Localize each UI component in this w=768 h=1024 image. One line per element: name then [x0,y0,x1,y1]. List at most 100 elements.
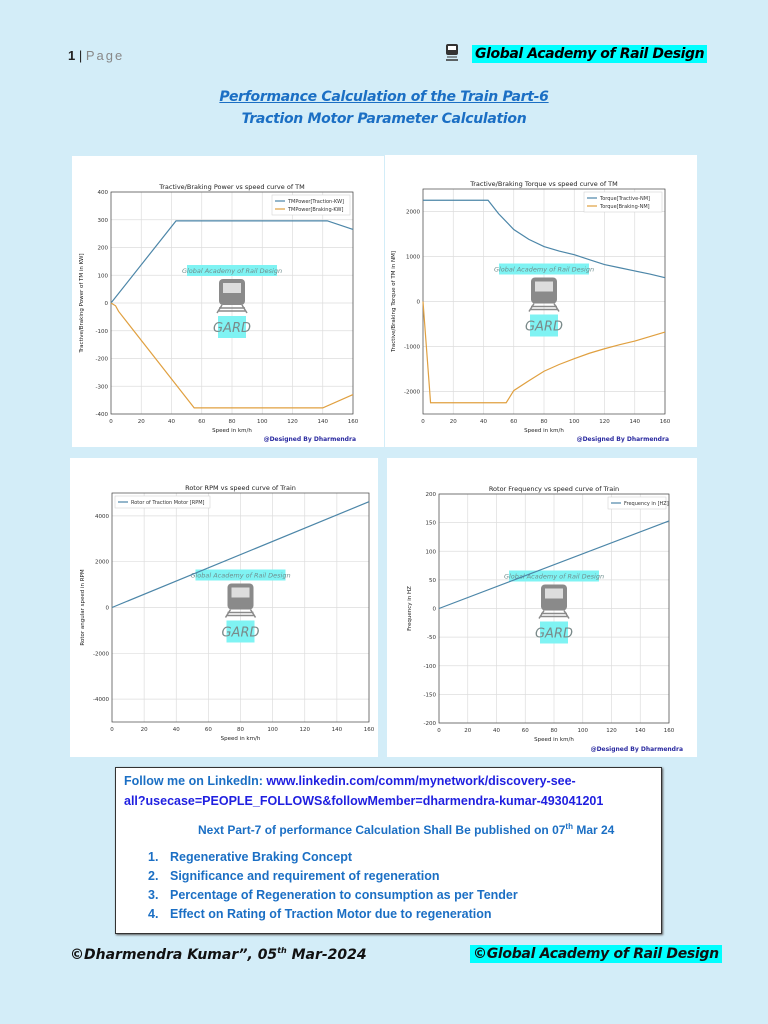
y-tick-label: -400 [96,412,109,418]
page-separator: | [78,48,83,63]
y-tick-label: -300 [96,384,109,390]
linkedin-link[interactable]: www.linkedin.com/comm/mynetwork/discover… [266,774,576,788]
chart-frequency-panel: 0 20 40 60 80 100 120 140 160 -200 -150 -100 -50 0 50 1… [387,458,697,757]
watermark-logo: GARD [221,626,259,641]
chart-svg: 0 20 40 60 80 100 120 140 160 -2000 -1000 0 1000 2000… [391,180,671,434]
topic-item: 2. Significance and requirement of regene… [148,869,440,883]
legend: Frequency in [HZ] [607,496,669,510]
topic-number: 3. [148,888,159,902]
footer-brand: ©Global Academy of Rail Design [470,945,722,963]
series-line [110,220,354,304]
y-tick-label: -200 [96,357,109,363]
topic-number: 4. [148,907,159,921]
chart-credit: @Designed By Dharmendra [590,746,683,753]
next-part-sup: th [565,822,573,831]
y-tick-label: 150 [426,521,437,527]
x-tick-label: 20 [450,419,457,425]
legend-label: Rotor of Traction Motor [RPM] [131,500,205,506]
x-tick-label: 80 [237,727,244,733]
linkedin-link-cont[interactable]: all?usecase=PEOPLE_FOLLOWS&followMember=… [124,794,604,808]
y-tick-label: -100 [424,664,437,670]
chart-svg: 0 20 40 60 80 100 120 140 160 -400 -300 -200 -100 0 10… [79,183,359,434]
legend-label: TMPower[Traction-KW] [287,199,344,205]
x-tick-label: 60 [510,419,517,425]
watermark: Global Academy of Rail Design GARD [494,263,594,337]
x-axis-label: Speed in km/h [534,737,574,743]
footer-author-text: ©Dharmendra Kumar”, 05 [70,946,278,963]
y-axis-label: Tractive/Braking Torque of TM in NM] [391,251,397,353]
x-tick-label: 20 [141,727,148,733]
topic-text: Significance and requirement of regenera… [170,869,440,883]
topic-text: Effect on Rating of Traction Motor due t… [170,907,492,921]
watermark: Global Academy of Rail Design GARD [190,569,291,643]
x-tick-label: 60 [522,728,529,734]
y-tick-label: -50 [427,635,436,641]
y-tick-label: 200 [426,492,437,498]
topic-item: 3. Percentage of Regeneration to consumpt… [148,888,518,902]
chart-torque-panel: 0 20 40 60 80 100 120 140 160 -2000 -1000 0 1000 2000… [385,155,697,447]
x-axis-label: Speed in km/h [212,428,252,434]
x-tick-label: 80 [551,728,558,734]
y-tick-label: 400 [98,190,109,196]
x-tick-label: 160 [660,419,671,425]
watermark: Global Academy of Rail Design GARD [504,570,604,644]
chart-credit: @Designed By Dharmendra [576,436,669,443]
chart-title: Rotor Frequency vs speed curve of Train [489,485,619,493]
topic-item: 1. Regenerative Braking Concept [148,850,352,864]
x-tick-label: 40 [173,727,180,733]
x-tick-label: 40 [493,728,500,734]
x-tick-label: 20 [464,728,471,734]
watermark-logo: GARD [535,627,573,642]
x-tick-label: 100 [267,727,278,733]
linkedin-line-1: Follow me on LinkedIn: www.linkedin.com/… [124,774,576,788]
legend: Torque[Tractive-NM] Torque[Braking-NM] [583,191,663,213]
topic-number: 2. [148,869,159,883]
chart-title: Tractive/Braking Torque vs speed curve o… [469,180,618,188]
page-label: Page [85,48,125,63]
x-tick-label: 140 [318,419,329,425]
y-tick-label: 4000 [95,514,109,520]
header-brand: Global Academy of Rail Design [472,45,708,63]
chart-rpm-panel: 0 20 40 60 80 100 120 140 160 -4000 -2000 0 2000 4000… [70,458,378,757]
y-tick-label: 100 [98,273,109,279]
page-number: 1 | Page [68,48,124,63]
topic-text: Regenerative Braking Concept [170,850,352,864]
topic-item: 4. Effect on Rating of Traction Motor due… [148,907,492,921]
x-tick-label: 140 [630,419,641,425]
y-tick-label: -2000 [93,651,109,657]
y-axis-label: Frequency in HZ [407,586,413,631]
watermark: Global Academy of Rail Design GARD [182,265,282,338]
x-tick-label: 40 [168,419,175,425]
series-line [110,302,354,409]
y-tick-label: 2000 [95,560,109,566]
x-tick-label: 60 [198,419,205,425]
x-tick-label: 120 [300,727,311,733]
next-part-text: Next Part-7 of performance Calculation S… [198,823,566,837]
y-axis-label: Rotor angular speed in RPM [80,569,86,645]
x-tick-label: 160 [664,728,675,734]
x-tick-label: 0 [109,419,113,425]
x-tick-label: 160 [348,419,359,425]
series-line [423,199,666,279]
y-tick-label: 0 [433,607,437,613]
next-part-note: Next Part-7 of performance Calculation S… [198,822,614,837]
topic-text: Percentage of Regeneration to consumptio… [170,888,518,902]
watermark-text: Global Academy of Rail Design [504,573,604,581]
legend: Rotor of Traction Motor [RPM] [114,495,211,509]
watermark-text: Global Academy of Rail Design [494,266,594,274]
x-tick-label: 120 [599,419,610,425]
x-tick-label: 0 [421,419,425,425]
y-tick-label: 0 [105,301,109,307]
x-tick-label: 0 [437,728,441,734]
legend-label: Torque[Tractive-NM] [599,196,650,202]
x-tick-label: 0 [110,727,114,733]
chart-title: Tractive/Braking Power vs speed curve of… [158,183,305,191]
chart-title: Rotor RPM vs speed curve of Train [185,484,296,492]
y-tick-label: -1000 [404,345,420,351]
y-tick-label: 100 [426,549,437,555]
x-tick-label: 140 [635,728,646,734]
x-axis-label: Speed in km/h [524,428,564,434]
y-tick-label: -150 [424,692,437,698]
watermark-text: Global Academy of Rail Design [182,267,282,275]
document-subtitle: Traction Motor Parameter Calculation [241,111,527,127]
